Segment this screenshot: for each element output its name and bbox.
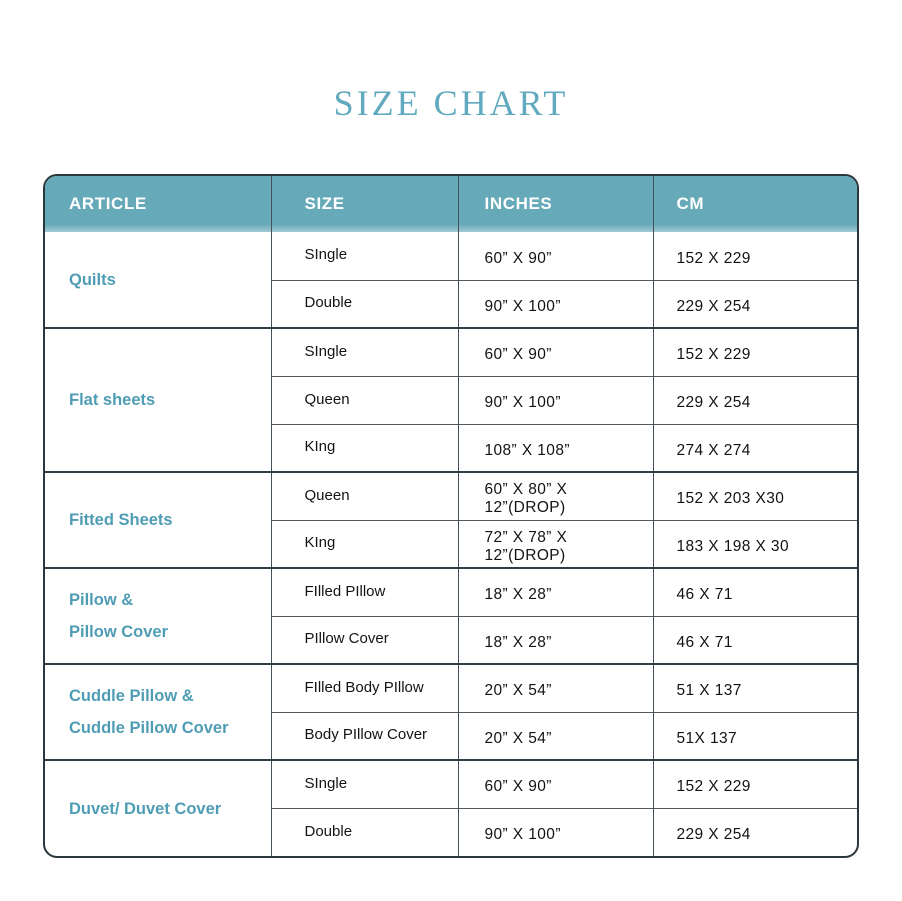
table-row: Double 90” X 100” 229 X 254 (45, 807, 857, 856)
table-row: Quilts SIngle 60” X 90” 152 X 229 (45, 232, 857, 289)
size-cell: PIllow Cover (270, 615, 458, 664)
size-cell: Double (270, 279, 458, 328)
table-row: Cuddle Pillow & Cuddle Pillow Cover FIll… (45, 663, 857, 760)
table-row: Body PIllow Cover 20” X 54” 51X 137 (45, 711, 857, 760)
table-row: Queen 90” X 100” 229 X 254 (45, 375, 857, 424)
size-chart-table: ARTICLE SIZE INCHES CM Quilts SIngle 60”… (45, 176, 857, 856)
inches-cell: 90” X 100” (457, 807, 653, 856)
article-label: Fitted Sheets (69, 511, 173, 529)
size-cell: Double (270, 807, 458, 856)
size-cell: KIng (270, 423, 458, 472)
inches-cell: 90” X 100” (457, 279, 653, 328)
table-row: Double 90” X 100” 229 X 254 (45, 279, 857, 328)
inches-cell: 60” X 90” (457, 327, 653, 376)
table-row: Pillow & Pillow Cover FIlled PIllow 18” … (45, 567, 857, 664)
table-row: Fitted Sheets Queen 60” X 80” X 12”(DROP… (45, 471, 857, 568)
inches-cell: 20” X 54” (457, 711, 653, 760)
article-cell-pillow: Pillow & Pillow Cover (45, 567, 271, 664)
size-cell: SIngle (270, 327, 458, 376)
cm-cell: 152 X 229 (652, 759, 857, 808)
size-cell: KIng (270, 519, 458, 568)
column-header-size: SIZE (270, 176, 458, 232)
size-cell: Body PIllow Cover (270, 711, 458, 760)
article-label: Duvet/ Duvet Cover (69, 799, 222, 818)
cm-cell: 51 X 137 (652, 663, 857, 712)
inches-cell: 60” X 90” (457, 232, 653, 280)
inches-cell: 20” X 54” (457, 663, 653, 712)
size-cell: FIlled PIllow (270, 567, 458, 616)
article-cell-flat-sheets: Flat sheets (45, 327, 271, 472)
size-cell: SIngle (270, 232, 458, 280)
cm-cell: 46 X 71 (652, 567, 857, 616)
cm-cell: 152 X 203 X30 (652, 471, 857, 520)
cm-cell: 229 X 254 (652, 807, 857, 856)
inches-cell: 18” X 28” (457, 567, 653, 616)
size-chart-table-container: ARTICLE SIZE INCHES CM Quilts SIngle 60”… (43, 174, 859, 858)
cm-cell: 51X 137 (652, 711, 857, 760)
article-label-line1: Pillow & (69, 591, 134, 609)
size-cell: Queen (270, 471, 458, 520)
table-row: KIng 108” X 108” 274 X 274 (45, 423, 857, 472)
header-row: ARTICLE SIZE INCHES CM (45, 176, 857, 232)
cm-cell: 46 X 71 (652, 615, 857, 664)
cm-cell: 183 X 198 X 30 (652, 519, 857, 568)
article-label-line1: Cuddle Pillow & (69, 687, 194, 705)
column-header-inches: INCHES (457, 176, 653, 232)
article-label: Flat sheets (69, 391, 156, 409)
size-cell: Queen (270, 375, 458, 424)
inches-cell: 18” X 28” (457, 615, 653, 664)
inches-cell: 60” X 90” (457, 759, 653, 808)
article-cell-cuddle-pillow: Cuddle Pillow & Cuddle Pillow Cover (45, 663, 271, 760)
inches-cell: 72” X 78” X 12”(DROP) (457, 519, 653, 568)
inches-cell: 90” X 100” (457, 375, 653, 424)
cm-cell: 229 X 254 (652, 279, 857, 328)
page-title: SIZE CHART (333, 83, 569, 123)
cm-cell: 152 X 229 (652, 232, 857, 280)
table-row: KIng 72” X 78” X 12”(DROP) 183 X 198 X 3… (45, 519, 857, 568)
article-cell-quilts: Quilts (45, 232, 271, 328)
article-label-line2: Pillow Cover (69, 623, 169, 641)
table-row: PIllow Cover 18” X 28” 46 X 71 (45, 615, 857, 664)
column-header-article: ARTICLE (45, 176, 271, 232)
inches-cell: 108” X 108” (457, 423, 653, 472)
table-row: Flat sheets SIngle 60” X 90” 152 X 229 (45, 327, 857, 472)
article-cell-fitted-sheets: Fitted Sheets (45, 471, 271, 568)
cm-cell: 229 X 254 (652, 375, 857, 424)
column-header-cm: CM (652, 176, 857, 232)
table-row: Duvet/ Duvet Cover SIngle 60” X 90” 152 … (45, 759, 857, 856)
cm-cell: 152 X 229 (652, 327, 857, 376)
article-label: Quilts (69, 270, 116, 289)
size-cell: SIngle (270, 759, 458, 808)
inches-cell: 60” X 80” X 12”(DROP) (457, 471, 653, 520)
article-label-line2: Cuddle Pillow Cover (69, 719, 229, 737)
size-cell: FIlled Body PIllow (270, 663, 458, 712)
cm-cell: 274 X 274 (652, 423, 857, 472)
article-cell-duvet: Duvet/ Duvet Cover (45, 759, 271, 856)
